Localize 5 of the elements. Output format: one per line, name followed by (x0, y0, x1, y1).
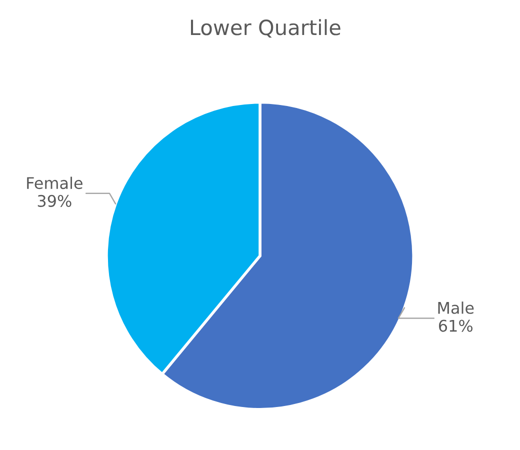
data-label: 39% (38, 194, 72, 207)
data-label: 61% (438, 320, 472, 332)
slice-label: Male (438, 302, 474, 314)
chart-title: Lower Quartile (190, 19, 340, 38)
slice-label: Female (27, 176, 82, 190)
